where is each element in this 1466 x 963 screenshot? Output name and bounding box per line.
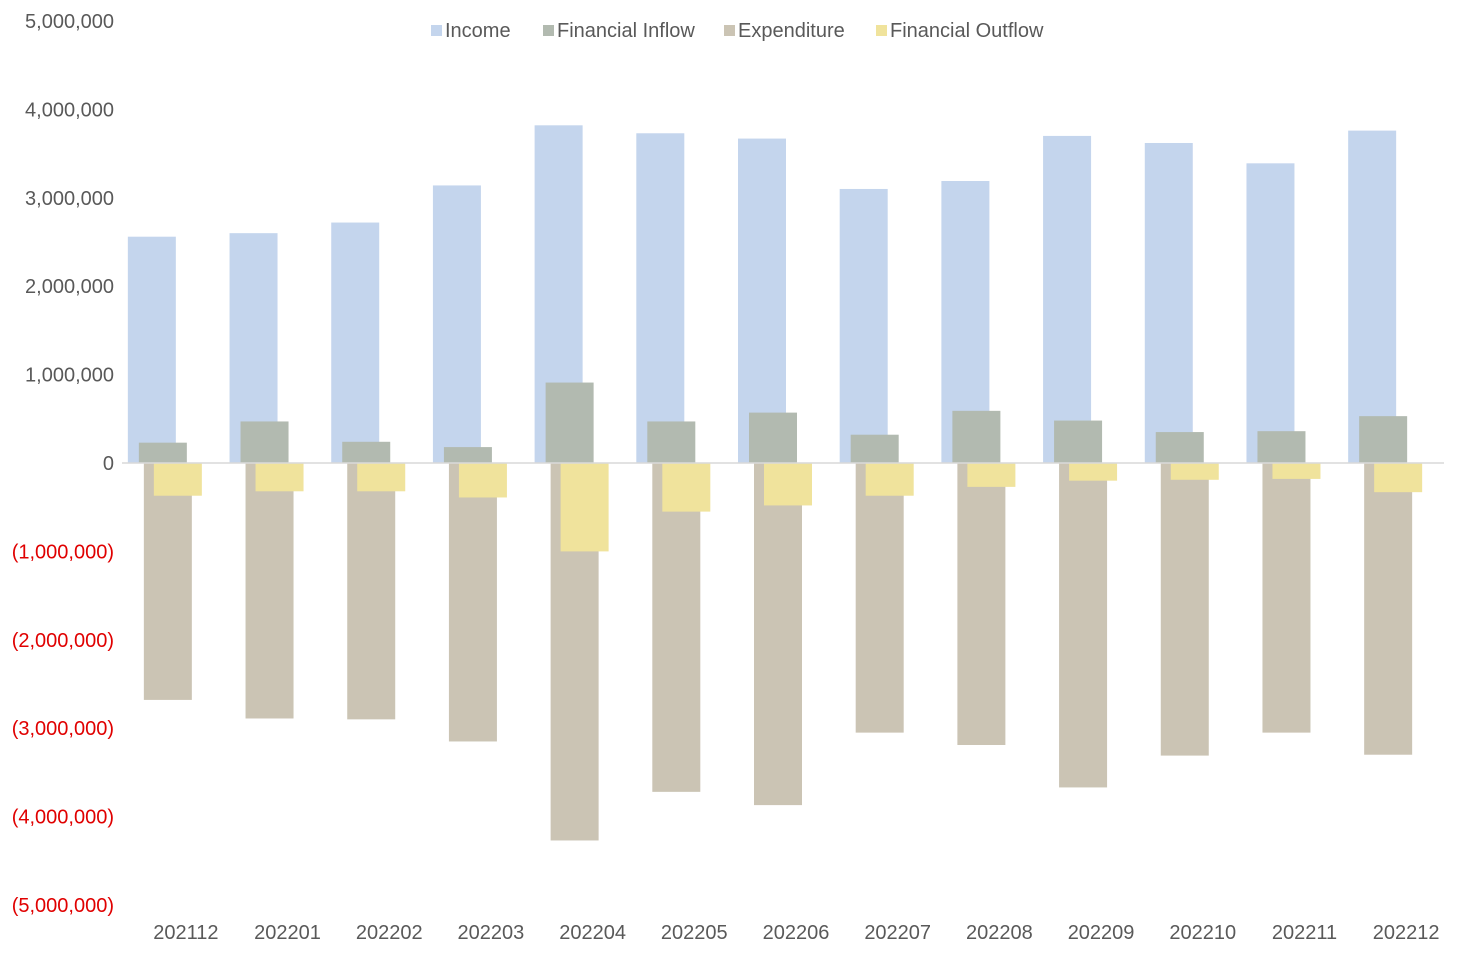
series-financial-inflow [138,382,1408,463]
x-tick-label: 202203 [458,922,525,944]
bar-income-202211[interactable] [1246,163,1295,463]
legend-item-expenditure: Expenditure [724,20,845,42]
legend-label: Income [445,20,511,42]
legend-label: Financial Inflow [557,20,695,42]
bar-income-202112[interactable] [127,236,176,463]
x-tick-label: 202206 [763,922,830,944]
x-tick-label: 202211 [1272,922,1337,944]
y-tick-label: (5,000,000) [12,895,114,917]
bar-income-202209[interactable] [1043,135,1092,464]
bar-expenditure-202209[interactable] [1059,463,1108,788]
x-tick-label: 202207 [864,922,931,944]
bar-income-202212[interactable] [1348,130,1397,463]
bar-financial-outflow-202211[interactable] [1272,463,1321,479]
y-tick-label: 0 [103,453,114,475]
bar-income-202205[interactable] [636,133,685,463]
x-tick-label: 202112 [153,922,218,944]
x-tick-label: 202208 [966,922,1033,944]
legend-swatch [543,25,554,36]
legend-item-financial-inflow: Financial Inflow [543,20,695,42]
bar-income-202207[interactable] [839,188,888,463]
bar-financial-inflow-202209[interactable] [1054,420,1103,463]
bar-financial-outflow-202203[interactable] [458,463,507,498]
x-tick-label: 202202 [356,922,423,944]
bar-financial-outflow-202210[interactable] [1170,463,1219,480]
bar-expenditure-202203[interactable] [448,463,497,742]
y-tick-label: (3,000,000) [12,718,114,740]
legend-swatch [724,25,735,36]
bar-expenditure-202202[interactable] [347,463,396,720]
x-tick-label: 202205 [661,922,728,944]
bar-financial-outflow-202204[interactable] [560,463,609,552]
bar-financial-inflow-202208[interactable] [952,410,1001,463]
x-tick-label: 202209 [1068,922,1135,944]
legend-item-financial-outflow: Financial Outflow [876,20,1044,42]
bar-expenditure-202112[interactable] [143,463,192,700]
series-expenditure [143,463,1413,841]
bar-income-202206[interactable] [738,138,786,463]
x-axis: 202112 202201 202202 202203 202204 202205 2022… [153,922,1439,944]
x-tick-label: 202212 [1373,922,1440,944]
legend: Income Financial Inflow Expenditure Financi… [431,20,1044,42]
bar-financial-outflow-202202[interactable] [357,463,406,492]
y-tick-label: (4,000,000) [12,807,114,829]
y-tick-label: 4,000,000 [25,99,114,121]
bar-expenditure-202211[interactable] [1262,463,1311,733]
bar-financial-inflow-202206[interactable] [749,412,797,463]
x-tick-label: 202204 [559,922,626,944]
y-tick-label: 1,000,000 [25,365,114,387]
bar-financial-inflow-202204[interactable] [545,382,594,463]
bar-financial-outflow-202112[interactable] [153,463,202,496]
x-tick-label: 202210 [1169,922,1236,944]
legend-item-income: Income [431,20,511,42]
bar-financial-inflow-202211[interactable] [1257,431,1306,463]
y-tick-label: (2,000,000) [12,630,114,652]
bar-income-202202[interactable] [331,222,380,463]
x-tick-label: 202201 [254,922,321,944]
legend-label: Financial Outflow [890,20,1044,42]
series-income [127,125,1397,464]
legend-swatch [876,25,887,36]
bar-income-202210[interactable] [1144,142,1193,463]
bar-financial-outflow-202201[interactable] [255,463,304,492]
legend-swatch [431,25,442,36]
bar-financial-inflow-202112[interactable] [138,442,187,463]
bar-financial-inflow-202210[interactable] [1155,432,1204,463]
bar-financial-inflow-202205[interactable] [647,421,696,463]
bar-financial-inflow-202202[interactable] [342,441,391,463]
bar-expenditure-202210[interactable] [1160,463,1209,756]
bar-expenditure-202207[interactable] [855,463,904,733]
y-tick-label: 5,000,000 [25,11,114,33]
bars [127,125,1423,841]
bar-income-202203[interactable] [432,185,481,463]
bar-financial-inflow-202207[interactable] [850,434,899,463]
bar-expenditure-202201[interactable] [245,463,294,719]
bar-financial-outflow-202206[interactable] [764,463,812,506]
bar-expenditure-202205[interactable] [652,463,701,792]
series-financial-outflow [153,463,1423,552]
y-tick-label: 3,000,000 [25,188,114,210]
bar-financial-outflow-202212[interactable] [1374,463,1423,493]
bar-expenditure-202212[interactable] [1364,463,1413,755]
bar-financial-inflow-202201[interactable] [240,421,289,463]
bar-financial-outflow-202207[interactable] [865,463,914,496]
bar-financial-outflow-202205[interactable] [662,463,711,512]
y-tick-label: 2,000,000 [25,276,114,298]
bar-financial-outflow-202209[interactable] [1069,463,1118,481]
bar-expenditure-202208[interactable] [957,463,1006,745]
bar-expenditure-202206[interactable] [754,463,802,806]
bar-financial-inflow-202212[interactable] [1359,416,1408,463]
y-axis: 5,000,000 4,000,000 3,000,000 2,000,000 1,00… [12,11,114,917]
legend-label: Expenditure [738,20,845,42]
bar-financial-inflow-202203[interactable] [443,447,492,463]
bar-financial-outflow-202208[interactable] [967,463,1016,487]
y-tick-label: (1,000,000) [12,541,114,563]
